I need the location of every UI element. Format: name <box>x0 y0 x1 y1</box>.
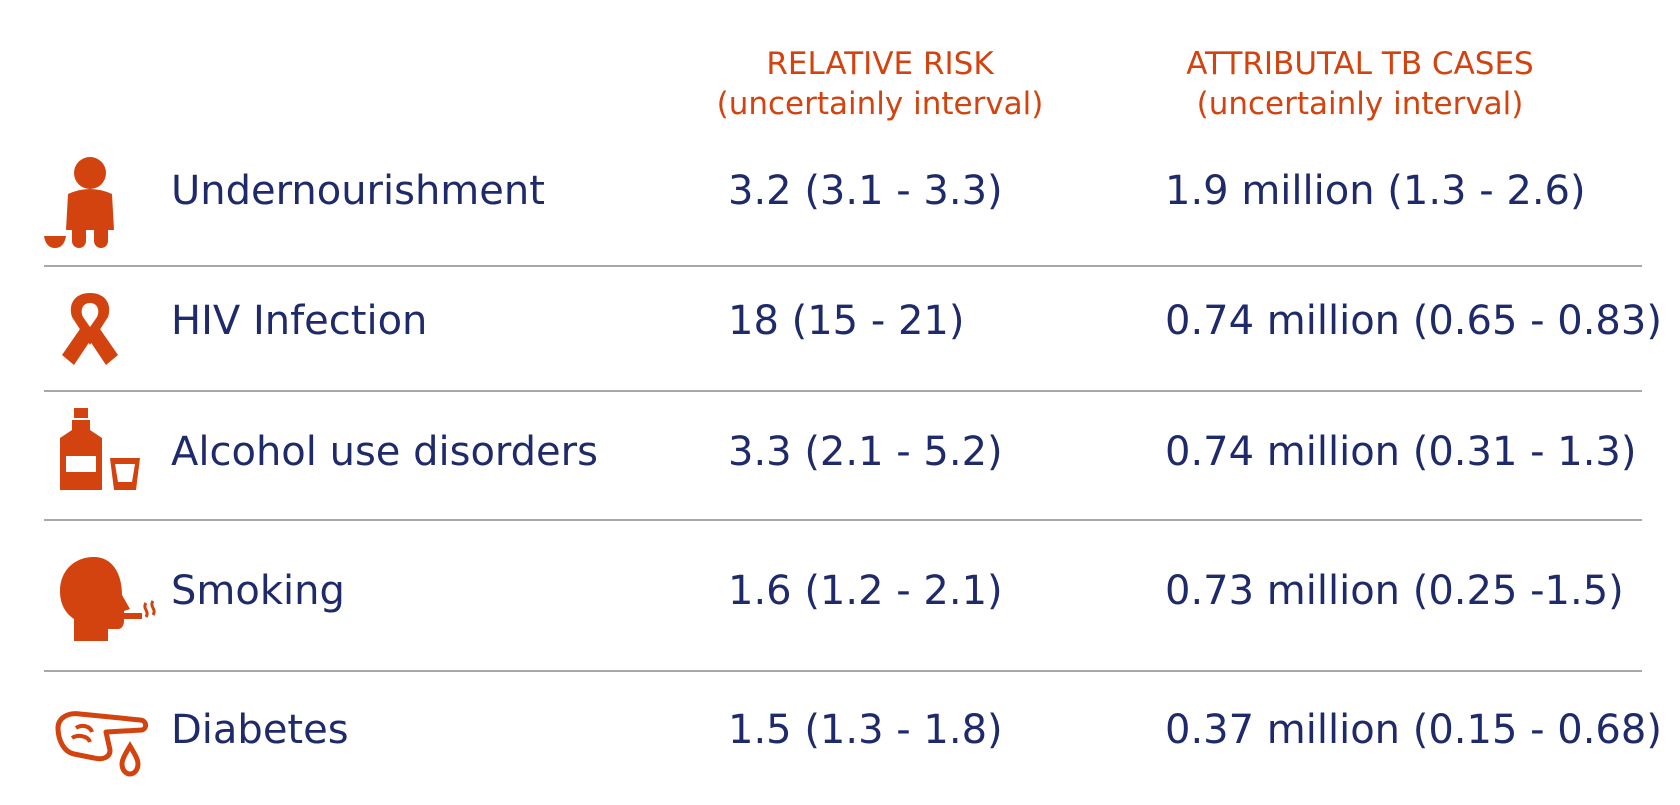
relative-risk-value: 3.3 (2.1 - 5.2) <box>728 429 1003 475</box>
attributable-cases-header: ATTRIBUTAL TB CASES (uncertainly interva… <box>1150 44 1570 124</box>
relative-risk-value: 3.2 (3.1 - 3.3) <box>728 168 1003 214</box>
relative-risk-value: 1.5 (1.3 - 1.8) <box>728 707 1003 753</box>
risk-factor-label: Diabetes <box>171 707 349 753</box>
hiv-ribbon-icon <box>62 293 118 365</box>
table-row: Undernourishment 3.2 (3.1 - 3.3) 1.9 mil… <box>0 152 1680 262</box>
risk-factor-label: Alcohol use disorders <box>171 429 598 475</box>
attributable-cases-value: 0.37 million (0.15 - 0.68) <box>1165 707 1662 753</box>
attributable-cases-value: 1.9 million (1.3 - 2.6) <box>1165 168 1586 214</box>
relative-risk-value: 18 (15 - 21) <box>728 298 965 344</box>
undernourishment-icon <box>44 157 114 248</box>
table-row: Diabetes 1.5 (1.3 - 1.8) 0.37 million (0… <box>0 672 1680 802</box>
row-divider <box>44 670 1642 672</box>
attributable-cases-subtitle: (uncertainly interval) <box>1196 86 1524 122</box>
attributable-cases-value: 0.74 million (0.65 - 0.83) <box>1165 298 1662 344</box>
relative-risk-value: 1.6 (1.2 - 2.1) <box>728 568 1003 614</box>
attributable-cases-value: 0.74 million (0.31 - 1.3) <box>1165 429 1637 475</box>
table-row: HIV Infection 18 (15 - 21) 0.74 million … <box>0 267 1680 387</box>
relative-risk-subtitle: (uncertainly interval) <box>716 86 1044 122</box>
risk-factor-label: Smoking <box>171 568 345 614</box>
risk-factor-label: Undernourishment <box>171 168 545 214</box>
attributable-cases-title: ATTRIBUTAL TB CASES <box>1186 46 1534 82</box>
row-divider <box>44 265 1642 267</box>
row-divider <box>44 390 1642 392</box>
table-row: Alcohol use disorders 3.3 (2.1 - 5.2) 0.… <box>0 392 1680 518</box>
diabetes-finger-drop-icon <box>55 711 149 777</box>
smoking-head-icon <box>60 557 156 641</box>
row-divider <box>44 519 1642 521</box>
relative-risk-title: RELATIVE RISK <box>766 46 994 82</box>
risk-factor-label: HIV Infection <box>171 298 428 344</box>
relative-risk-header: RELATIVE RISK (uncertainly interval) <box>700 44 1060 124</box>
table-row: Smoking 1.6 (1.2 - 2.1) 0.73 million (0.… <box>0 521 1680 667</box>
alcohol-bottle-icon <box>60 408 140 490</box>
attributable-cases-value: 0.73 million (0.25 -1.5) <box>1165 568 1624 614</box>
